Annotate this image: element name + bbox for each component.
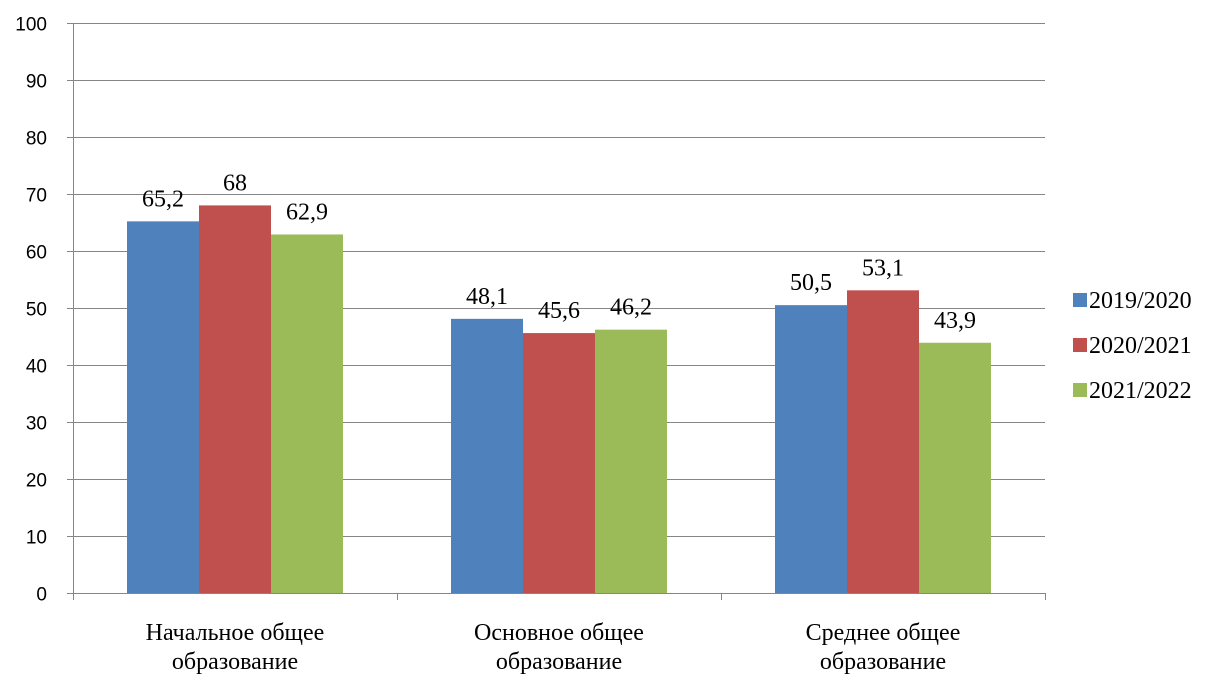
legend-swatch [1073, 383, 1087, 397]
category-label: образование [172, 649, 298, 675]
data-label: 43,9 [934, 308, 976, 334]
category-label: образование [820, 649, 946, 675]
data-label: 48,1 [466, 284, 508, 310]
bar [595, 329, 667, 593]
bar [451, 318, 523, 593]
x-axis-categories: Начальное общее образование Основное общее… [146, 620, 961, 675]
y-tick-label: 60 [26, 243, 47, 264]
bar [847, 290, 919, 593]
data-label: 50,5 [790, 270, 832, 296]
legend-label: 2019/2020 [1089, 288, 1192, 314]
y-tick-label: 100 [15, 15, 47, 36]
data-label: 68 [223, 170, 247, 196]
y-tick-label: 0 [36, 585, 47, 606]
bar [919, 342, 991, 593]
axes [73, 23, 1046, 600]
y-tick-label: 90 [26, 72, 47, 93]
legend-label: 2020/2021 [1089, 333, 1192, 359]
bar [523, 333, 595, 593]
bars [127, 205, 991, 594]
y-tick-label: 70 [26, 186, 47, 207]
data-label: 46,2 [610, 295, 652, 321]
data-label: 62,9 [286, 199, 328, 225]
y-tick-label: 10 [26, 528, 47, 549]
data-label: 53,1 [862, 255, 904, 281]
legend: 2019/2020 2020/2021 2021/2022 [1073, 288, 1192, 404]
bar [127, 221, 199, 594]
data-label: 45,6 [538, 298, 580, 324]
y-tick-label: 30 [26, 414, 47, 435]
y-tick-label: 50 [26, 300, 47, 321]
bar [775, 305, 847, 593]
data-labels: 65,2 68 62,9 48,1 45,6 46,2 50,5 53,1 43,9 [142, 170, 976, 333]
legend-label: 2021/2022 [1089, 378, 1192, 404]
y-tick-label: 20 [26, 471, 47, 492]
y-axis-ticks: 0 10 20 30 40 50 60 70 80 90 100 [15, 15, 73, 606]
bar [271, 234, 343, 593]
bar [199, 205, 271, 593]
category-label: Начальное общее [146, 620, 325, 646]
data-label: 65,2 [142, 186, 184, 212]
category-label: Среднее общее [806, 620, 961, 646]
category-label: образование [496, 649, 622, 675]
y-tick-label: 80 [26, 129, 47, 150]
y-tick-label: 40 [26, 357, 47, 378]
legend-swatch [1073, 338, 1087, 352]
category-label: Основное общее [474, 620, 644, 646]
legend-swatch [1073, 293, 1087, 307]
